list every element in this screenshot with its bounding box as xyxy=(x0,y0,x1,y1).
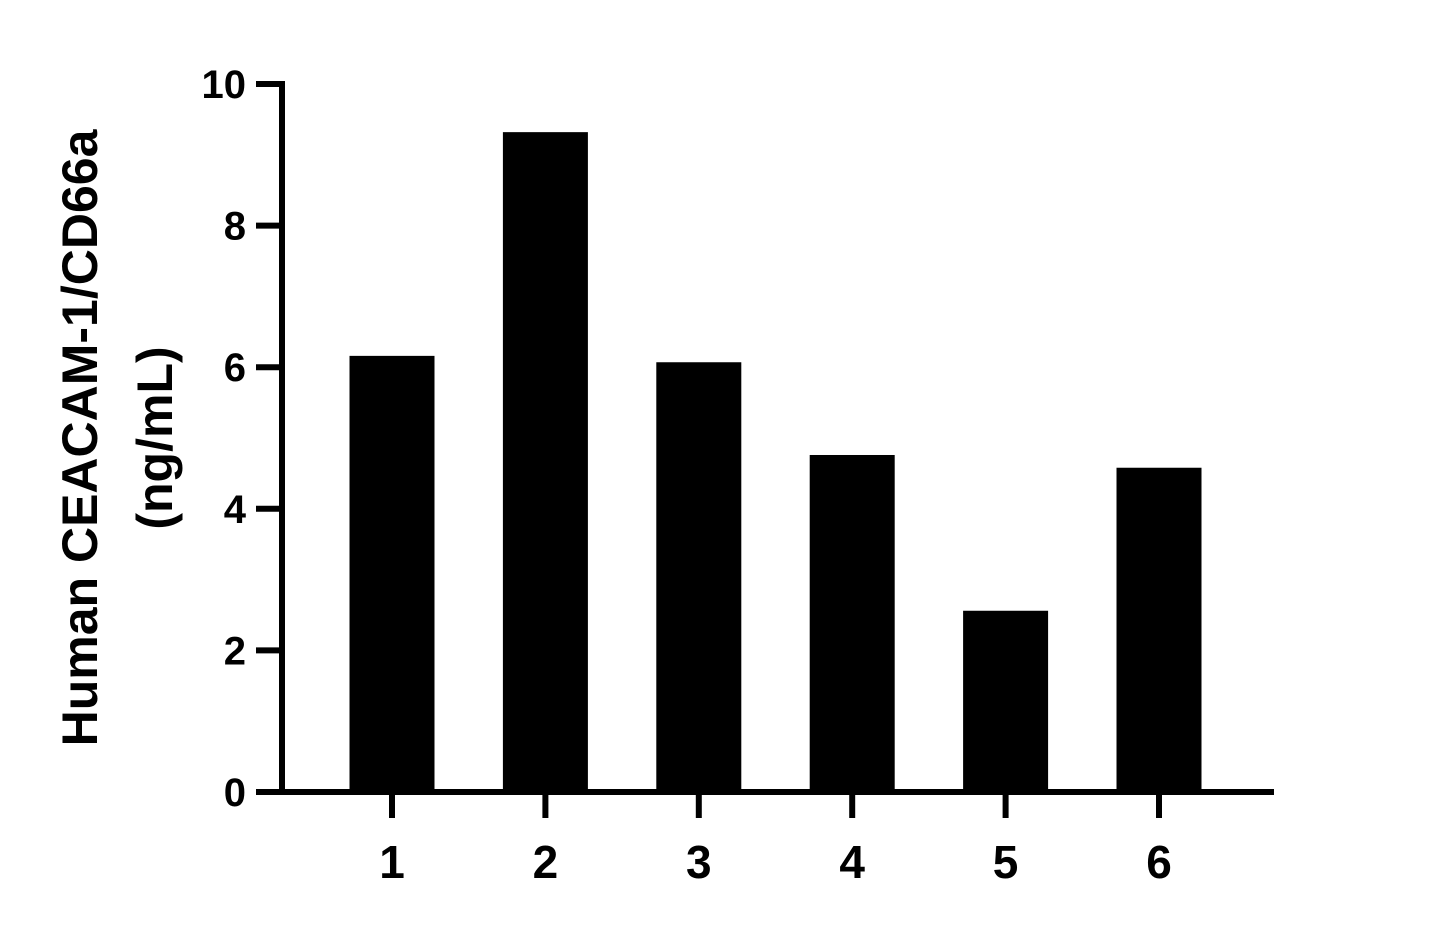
bar-1 xyxy=(349,355,435,792)
y-tick-label-6: 6 xyxy=(224,346,246,390)
y-tick-label-2: 2 xyxy=(224,629,246,673)
x-tick-label-3: 3 xyxy=(686,836,712,888)
y-axis-label: Human CEACAM-1/CD66a (ng/mL) xyxy=(52,128,183,746)
y-tick-label-10: 10 xyxy=(202,63,247,107)
y-axis-label-line-1: Human CEACAM-1/CD66a xyxy=(52,128,108,746)
y-axis-label-line-2: (ng/mL) xyxy=(127,346,183,529)
x-tick-label-4: 4 xyxy=(839,836,865,888)
y-tick-label-4: 4 xyxy=(224,488,247,532)
x-tick-label-5: 5 xyxy=(993,836,1019,888)
y-tick-label-8: 8 xyxy=(224,205,246,249)
bar-3 xyxy=(656,362,742,792)
bar-4 xyxy=(809,454,895,792)
bar-2 xyxy=(502,132,588,793)
bar-5 xyxy=(963,610,1049,792)
y-tick-label-0: 0 xyxy=(224,771,246,815)
x-tick-label-6: 6 xyxy=(1146,836,1172,888)
bar-6 xyxy=(1116,467,1202,792)
x-tick-label-2: 2 xyxy=(533,836,559,888)
x-tick-label-1: 1 xyxy=(379,836,405,888)
